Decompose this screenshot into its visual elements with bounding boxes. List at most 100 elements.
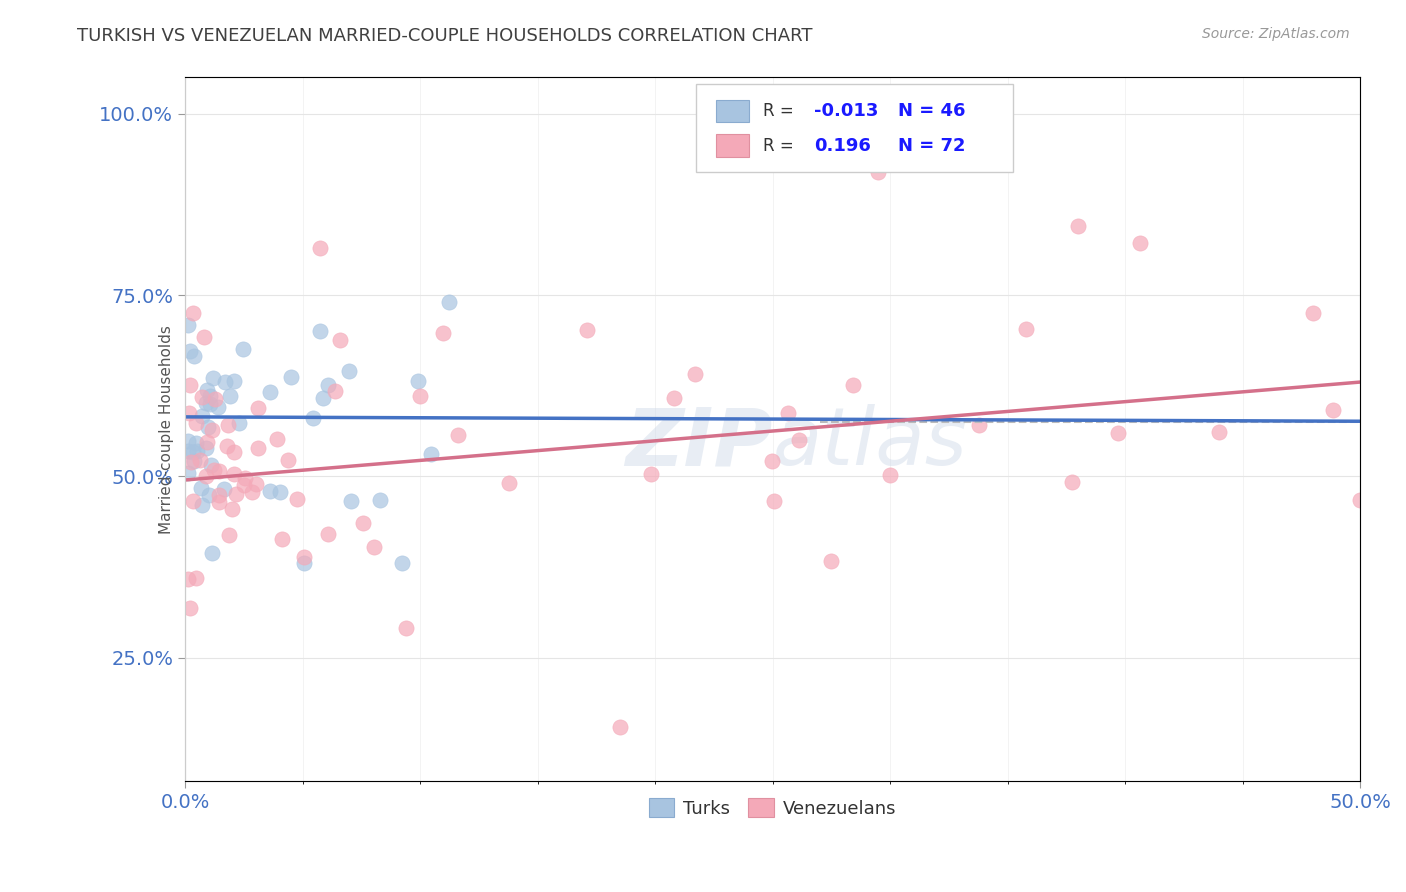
- Text: atlas: atlas: [773, 404, 967, 483]
- Point: [246, 401, 269, 416]
- Point: [842, 378, 865, 392]
- Point: [221, 502, 243, 516]
- Point: [217, 439, 239, 453]
- Point: [232, 342, 254, 356]
- Point: [183, 454, 205, 468]
- Point: [337, 364, 360, 378]
- Point: [240, 485, 263, 500]
- Point: [575, 323, 598, 337]
- Point: [437, 294, 460, 309]
- Point: [391, 557, 413, 571]
- Text: N = 72: N = 72: [898, 136, 966, 154]
- Point: [207, 464, 229, 478]
- Point: [180, 455, 202, 469]
- Point: [761, 454, 783, 468]
- Point: [308, 324, 330, 338]
- Point: [787, 433, 810, 447]
- Point: [195, 468, 218, 483]
- Point: [967, 418, 990, 433]
- Point: [245, 476, 267, 491]
- Point: [222, 374, 245, 388]
- Point: [191, 390, 214, 404]
- Y-axis label: Married-couple Households: Married-couple Households: [159, 325, 174, 533]
- Point: [340, 494, 363, 508]
- Point: [198, 488, 221, 502]
- Point: [280, 370, 302, 384]
- Point: [201, 423, 224, 437]
- Point: [640, 467, 662, 481]
- Point: [1107, 426, 1129, 441]
- Point: [207, 401, 229, 415]
- Point: [323, 384, 346, 398]
- Point: [184, 416, 207, 430]
- Point: [181, 306, 204, 320]
- Point: [685, 367, 707, 381]
- Point: [1129, 235, 1152, 250]
- Point: [1348, 493, 1371, 508]
- Point: [228, 416, 250, 430]
- Point: [292, 557, 315, 571]
- Point: [224, 444, 246, 458]
- Point: [225, 487, 247, 501]
- Point: [217, 417, 239, 432]
- Point: [195, 396, 218, 410]
- Point: [246, 442, 269, 456]
- Point: [447, 427, 470, 442]
- Point: [177, 406, 200, 420]
- Point: [190, 481, 212, 495]
- Point: [409, 389, 432, 403]
- Text: R =: R =: [763, 136, 799, 154]
- Point: [198, 389, 221, 403]
- Point: [202, 463, 225, 477]
- Point: [778, 406, 800, 420]
- Point: [406, 374, 429, 388]
- Point: [201, 547, 224, 561]
- Point: [868, 165, 890, 179]
- Point: [194, 442, 217, 456]
- Point: [271, 532, 294, 546]
- Point: [222, 467, 245, 482]
- Point: [200, 458, 222, 473]
- Point: [219, 389, 242, 403]
- Point: [1015, 322, 1038, 336]
- Point: [183, 349, 205, 363]
- Point: [186, 444, 208, 458]
- Point: [879, 468, 901, 483]
- Point: [176, 444, 198, 458]
- Point: [177, 318, 200, 333]
- Point: [259, 384, 281, 399]
- Point: [329, 334, 352, 348]
- Point: [191, 409, 214, 423]
- Point: [204, 392, 226, 406]
- Text: R =: R =: [763, 103, 799, 120]
- Point: [186, 571, 208, 585]
- Point: [259, 483, 281, 498]
- Point: [197, 420, 219, 434]
- Point: [1067, 219, 1090, 233]
- Point: [316, 378, 339, 392]
- Point: [316, 526, 339, 541]
- Point: [432, 326, 454, 340]
- Point: [197, 383, 219, 397]
- Point: [352, 516, 374, 530]
- Point: [181, 444, 204, 458]
- Point: [763, 494, 786, 508]
- Point: [1060, 475, 1083, 489]
- Point: [179, 601, 201, 615]
- Point: [208, 488, 231, 502]
- Point: [208, 494, 231, 508]
- Point: [193, 329, 215, 343]
- Point: [190, 499, 212, 513]
- Text: 0.196: 0.196: [814, 136, 870, 154]
- Text: ZIP: ZIP: [626, 404, 773, 483]
- Point: [1208, 425, 1230, 439]
- Bar: [716, 135, 749, 157]
- Point: [269, 485, 291, 500]
- Point: [266, 433, 288, 447]
- Point: [363, 541, 385, 555]
- Point: [198, 397, 221, 411]
- Text: N = 46: N = 46: [898, 103, 966, 120]
- Point: [181, 494, 204, 508]
- Point: [302, 410, 325, 425]
- Point: [1322, 402, 1344, 417]
